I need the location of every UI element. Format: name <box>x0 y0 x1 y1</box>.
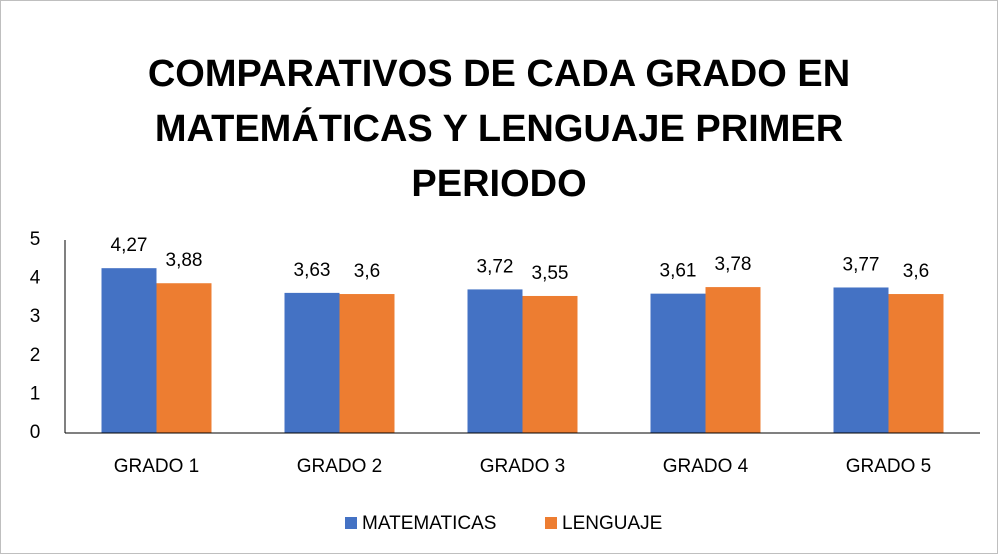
legend-swatch <box>545 517 557 529</box>
x-tick-label: GRADO 3 <box>480 456 566 477</box>
y-tick-label: 1 <box>30 383 41 404</box>
chart-title: COMPARATIVOS DE CADA GRADO EN MATEMÁTICA… <box>147 53 851 205</box>
bar <box>650 293 706 433</box>
data-label: 3,88 <box>166 250 203 271</box>
bar <box>101 268 157 433</box>
bar <box>156 283 212 433</box>
x-tick-label: GRADO 1 <box>114 456 200 477</box>
data-label: 3,61 <box>660 261 697 282</box>
bar <box>339 294 395 433</box>
data-label: 4,27 <box>111 235 148 256</box>
y-tick-label: 4 <box>30 268 41 289</box>
bar <box>705 287 761 433</box>
data-label: 3,77 <box>843 254 880 275</box>
data-label: 3,6 <box>903 261 929 282</box>
data-label: 3,63 <box>294 260 331 281</box>
legend-label: LENGUAJE <box>562 513 662 534</box>
x-tick-label: GRADO 2 <box>297 456 383 477</box>
bar <box>284 292 340 433</box>
bar <box>833 287 889 433</box>
y-tick-label: 5 <box>30 229 41 250</box>
x-tick-label: GRADO 5 <box>846 456 932 477</box>
y-tick-label: 2 <box>30 345 41 366</box>
y-tick-label: 3 <box>30 306 41 327</box>
bar <box>888 294 944 433</box>
data-label: 3,72 <box>477 256 514 277</box>
legend-swatch <box>345 517 357 529</box>
bar <box>467 289 523 433</box>
legend-label: MATEMATICAS <box>362 513 496 534</box>
data-label: 3,6 <box>354 261 380 282</box>
data-label: 3,78 <box>715 254 752 275</box>
x-tick-label: GRADO 4 <box>663 456 749 477</box>
bar <box>522 295 578 433</box>
y-tick-label: 0 <box>30 422 41 443</box>
data-label: 3,55 <box>532 263 569 284</box>
